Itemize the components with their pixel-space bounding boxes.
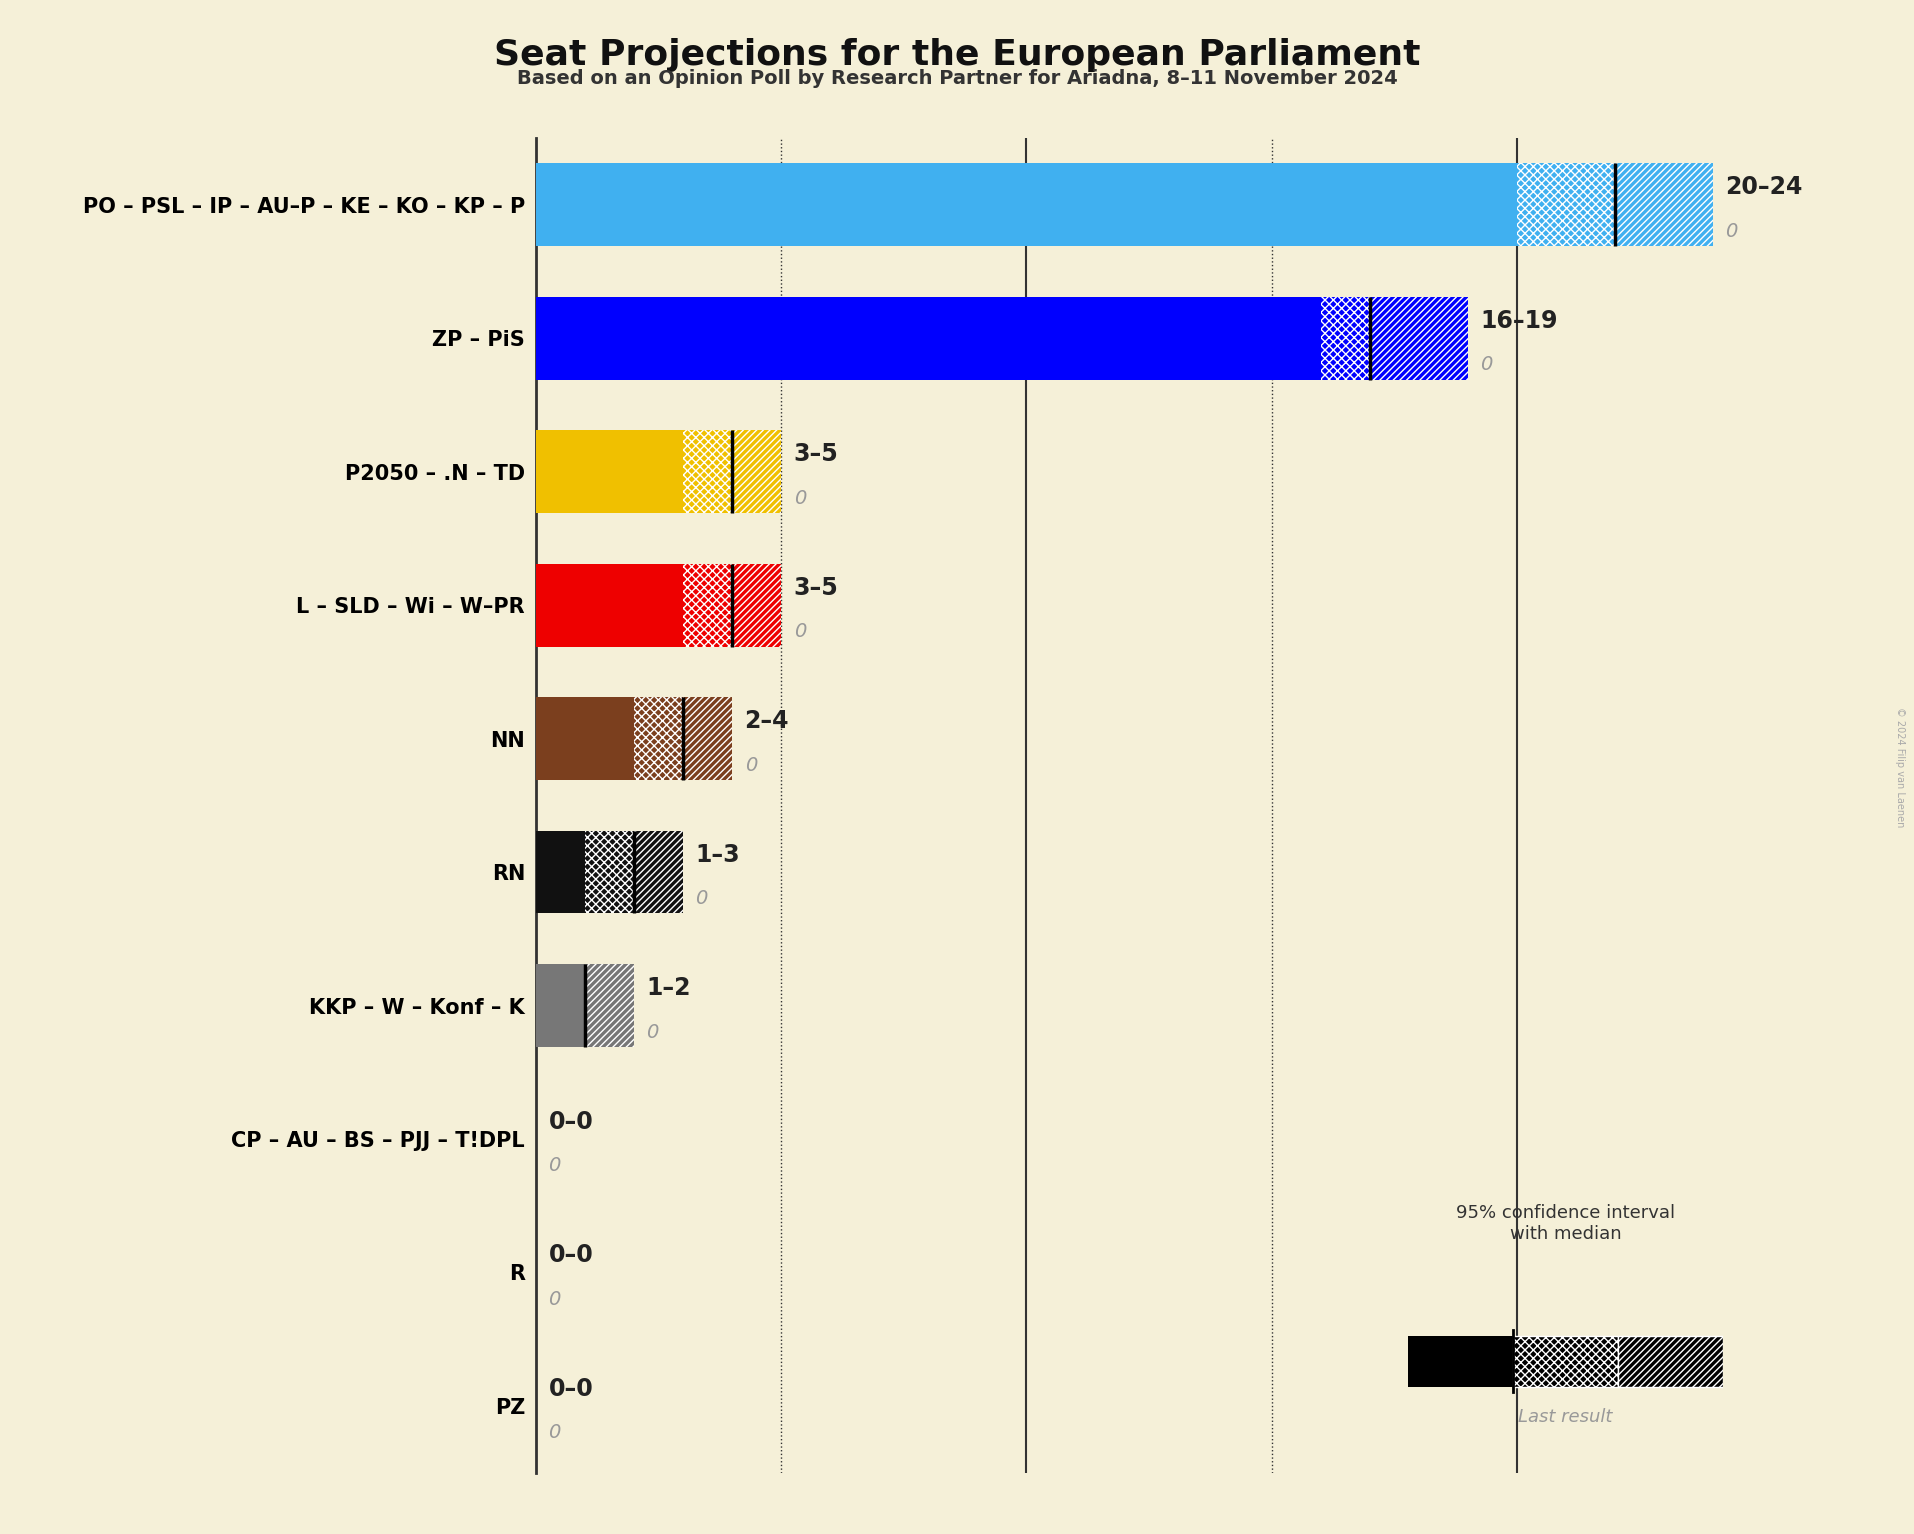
Bar bbox=[1617, 1336, 1723, 1387]
Bar bbox=[536, 831, 586, 913]
Text: 0: 0 bbox=[1480, 356, 1491, 374]
Bar bbox=[683, 698, 731, 779]
Bar bbox=[731, 565, 781, 646]
Text: © 2024 Filip van Laenen: © 2024 Filip van Laenen bbox=[1895, 707, 1904, 827]
Bar bbox=[1614, 164, 1711, 245]
Bar bbox=[683, 565, 731, 646]
Bar bbox=[536, 431, 683, 512]
Bar bbox=[683, 431, 731, 512]
Text: 2–4: 2–4 bbox=[745, 709, 789, 733]
Text: 0: 0 bbox=[647, 1023, 658, 1042]
Bar bbox=[586, 965, 634, 1046]
Text: 0: 0 bbox=[547, 1290, 561, 1309]
Text: 0: 0 bbox=[547, 1157, 561, 1175]
Text: 20–24: 20–24 bbox=[1725, 175, 1801, 199]
Bar bbox=[1617, 1336, 1723, 1387]
Text: Based on an Opinion Poll by Research Partner for Ariadna, 8–11 November 2024: Based on an Opinion Poll by Research Par… bbox=[517, 69, 1397, 87]
Bar bbox=[586, 831, 634, 913]
Bar bbox=[536, 164, 1516, 245]
Bar bbox=[1407, 1336, 1512, 1387]
Bar bbox=[1369, 298, 1466, 379]
Bar bbox=[634, 831, 683, 913]
Bar bbox=[1369, 298, 1466, 379]
Text: 3–5: 3–5 bbox=[792, 575, 838, 600]
Text: 0: 0 bbox=[792, 489, 806, 508]
Text: 95% confidence interval
with median: 95% confidence interval with median bbox=[1455, 1204, 1675, 1243]
Bar bbox=[731, 565, 781, 646]
Text: Last result: Last result bbox=[1518, 1408, 1612, 1427]
Bar bbox=[683, 698, 731, 779]
Text: 0–0: 0–0 bbox=[547, 1109, 593, 1134]
Text: 3–5: 3–5 bbox=[792, 442, 838, 466]
Text: 0–0: 0–0 bbox=[547, 1376, 593, 1401]
Text: 0: 0 bbox=[547, 1424, 561, 1442]
Text: 1–2: 1–2 bbox=[647, 976, 691, 1000]
Bar bbox=[1321, 298, 1369, 379]
Bar bbox=[536, 565, 683, 646]
Bar bbox=[634, 698, 683, 779]
Bar bbox=[683, 565, 731, 646]
Text: 0: 0 bbox=[792, 623, 806, 641]
Bar bbox=[586, 831, 634, 913]
Bar bbox=[731, 431, 781, 512]
Text: 0: 0 bbox=[745, 756, 756, 775]
Bar bbox=[1516, 164, 1614, 245]
Bar bbox=[536, 298, 1321, 379]
Text: 0: 0 bbox=[695, 890, 708, 908]
Bar bbox=[1614, 164, 1711, 245]
Text: 1–3: 1–3 bbox=[695, 842, 741, 867]
Bar bbox=[586, 965, 634, 1046]
Bar bbox=[683, 431, 731, 512]
Text: 0–0: 0–0 bbox=[547, 1243, 593, 1267]
Text: 16–19: 16–19 bbox=[1480, 308, 1556, 333]
Bar bbox=[1321, 298, 1369, 379]
Text: Seat Projections for the European Parliament: Seat Projections for the European Parlia… bbox=[494, 38, 1420, 72]
Bar bbox=[536, 965, 586, 1046]
Bar bbox=[1512, 1336, 1617, 1387]
Bar bbox=[1512, 1336, 1617, 1387]
Bar bbox=[1516, 164, 1614, 245]
Bar bbox=[731, 431, 781, 512]
Bar bbox=[536, 698, 634, 779]
Bar bbox=[634, 831, 683, 913]
Bar bbox=[634, 698, 683, 779]
Text: 0: 0 bbox=[1725, 222, 1736, 241]
